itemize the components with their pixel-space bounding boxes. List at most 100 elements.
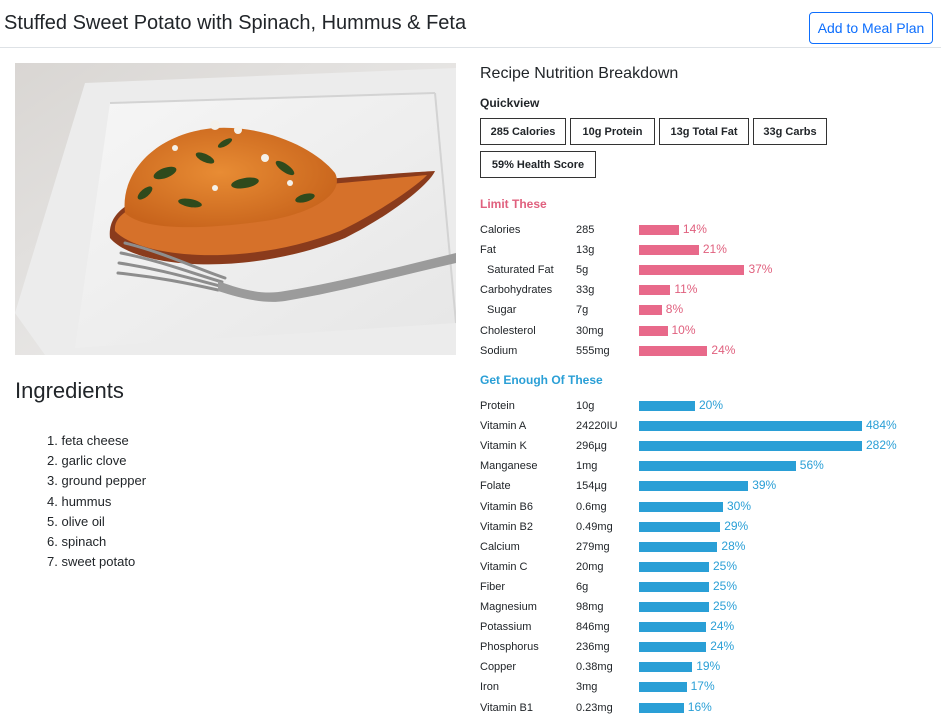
ingredient-name: spinach: [61, 533, 107, 549]
nutrient-percent: 56%: [799, 458, 824, 473]
nutrient-name: Vitamin A: [480, 420, 527, 433]
nutrient-amount: 0.38mg: [576, 661, 613, 674]
nutrient-amount: 279mg: [576, 540, 610, 553]
nutrient-percent: 21%: [702, 242, 727, 257]
nutrient-percent: 10%: [671, 322, 696, 337]
ingredient-name: sweet potato: [61, 554, 136, 570]
nutrient-percent: 30%: [727, 498, 752, 513]
ingredient-number: 2.: [47, 453, 62, 469]
nutrient-name: Calories: [480, 224, 521, 236]
nutrient-amount: 0.23mg: [576, 701, 613, 714]
nutrient-row: Protein 10g 20%: [480, 396, 940, 416]
nutrient-name: Saturated Fat: [487, 264, 554, 277]
nutrient-name: Vitamin B2: [480, 520, 533, 533]
ingredient-name: hummus: [61, 493, 112, 509]
ingredient-number: 5.: [47, 513, 62, 529]
quickview-label: Quickview: [480, 96, 540, 110]
nutrient-amount: 846mg: [576, 621, 610, 634]
nutrient-row: Manganese 1mg 56%: [480, 456, 940, 476]
nutrient-row: Sodium 555mg 24%: [480, 341, 940, 361]
nutrient-amount: 555mg: [576, 344, 610, 357]
ingredient-item: 1. feta cheese: [47, 431, 146, 451]
ingredient-item: 4. hummus: [47, 492, 146, 512]
nutrient-name: Folate: [480, 480, 511, 493]
ingredient-name: feta cheese: [61, 433, 129, 448]
nutrient-amount: 0.6mg: [576, 500, 607, 513]
nutrient-name: Vitamin K: [480, 440, 527, 453]
nutrient-bar: [639, 345, 708, 356]
nutrient-name: Sodium: [480, 344, 518, 357]
nutrient-bar: [639, 285, 671, 296]
nutrient-bar: [639, 602, 709, 612]
nutrient-name: Magnesium: [480, 601, 537, 613]
nutrient-percent: 14%: [682, 222, 707, 236]
quickview-fat-badge: 13g Total Fat: [659, 118, 749, 145]
nutrient-percent: 25%: [713, 599, 738, 613]
nutrient-amount: 33g: [576, 284, 595, 297]
nutrient-name: Fat: [480, 244, 496, 257]
nutrient-bar: [639, 441, 862, 452]
quickview-calories-badge: 285 Calories: [480, 118, 566, 145]
stuffed-sweet-potato-photo: [15, 63, 456, 355]
nutrient-bar: [639, 581, 709, 592]
ingredient-number: 1.: [47, 433, 62, 448]
nutrient-bar: [639, 265, 745, 276]
ingredient-number: 6.: [47, 533, 62, 549]
ingredient-number: 3.: [47, 473, 62, 489]
nutrient-row: Magnesium 98mg 25%: [480, 597, 940, 617]
nutrient-name: Carbohydrates: [480, 284, 553, 297]
nutrient-row: Fiber 6g 25%: [480, 577, 940, 597]
nutrient-bar: [639, 401, 695, 411]
ingredient-number: 7.: [47, 554, 62, 570]
nutrient-row: Sugar 7g 8%: [480, 300, 940, 320]
nutrient-bar: [639, 541, 718, 552]
nutrient-percent: 8%: [665, 302, 684, 317]
nutrient-row: Vitamin K 296µg 282%: [480, 436, 940, 456]
quickview-carbs-badge: 33g Carbs: [753, 118, 827, 145]
nutrient-bar: [639, 225, 679, 235]
nutrient-bar: [639, 642, 707, 653]
nutrient-percent: 29%: [724, 518, 749, 533]
nutrient-row: Fat 13g 21%: [480, 240, 940, 260]
nutrient-percent: 17%: [690, 679, 715, 694]
nutrient-name: Phosphorus: [480, 641, 539, 654]
nutrient-row: Calcium 279mg 28%: [480, 537, 940, 557]
nutrient-bar: [639, 325, 668, 336]
nutrient-percent: 39%: [752, 478, 777, 493]
nutrient-row: Phosphorus 236mg 24%: [480, 637, 940, 657]
quickview-health-score-badge: 59% Health Score: [480, 151, 596, 178]
nutrient-name: Calcium: [480, 540, 520, 553]
nutrient-percent: 24%: [710, 619, 735, 634]
nutrient-name: Protein: [480, 400, 515, 412]
ingredients-title: Ingredients: [15, 378, 124, 403]
nutrient-row: Carbohydrates 33g 11%: [480, 280, 940, 300]
nutrient-amount: 154µg: [576, 480, 607, 493]
nutrient-row: Folate 154µg 39%: [480, 476, 940, 496]
ingredient-name: garlic clove: [61, 453, 127, 469]
nutrient-percent: 24%: [711, 342, 736, 357]
nutrient-row: Vitamin B2 0.49mg 29%: [480, 517, 940, 537]
nutrient-bar: [639, 461, 796, 472]
nutrient-amount: 1mg: [576, 460, 598, 473]
nutrient-row: Vitamin B1 0.23mg 16%: [480, 698, 940, 714]
ingredient-item: 3. ground pepper: [47, 471, 146, 491]
nutrient-amount: 98mg: [576, 601, 604, 613]
nutrient-row: Potassium 846mg 24%: [480, 617, 940, 637]
nutrient-percent: 28%: [721, 538, 746, 553]
nutrition-title: Recipe Nutrition Breakdown: [480, 65, 679, 82]
nutrient-name: Iron: [480, 681, 499, 694]
nutrient-amount: 0.49mg: [576, 520, 613, 533]
quickview-protein-badge: 10g Protein: [570, 118, 655, 145]
ingredient-item: 7. sweet potato: [47, 552, 146, 572]
nutrient-row: Calories 285 14%: [480, 220, 940, 240]
add-to-meal-plan-button[interactable]: Add to Meal Plan: [809, 12, 933, 44]
nutrient-bar: [639, 662, 693, 673]
nutrient-row: Vitamin B6 0.6mg 30%: [480, 497, 940, 517]
nutrient-name: Manganese: [480, 460, 538, 473]
limit-these-label: Limit These: [480, 197, 547, 211]
nutrient-bar: [639, 501, 723, 512]
nutrient-row: Copper 0.38mg 19%: [480, 657, 940, 677]
nutrient-amount: 5g: [576, 264, 589, 277]
nutrient-row: Saturated Fat 5g 37%: [480, 260, 940, 280]
nutrient-amount: 6g: [576, 580, 589, 593]
